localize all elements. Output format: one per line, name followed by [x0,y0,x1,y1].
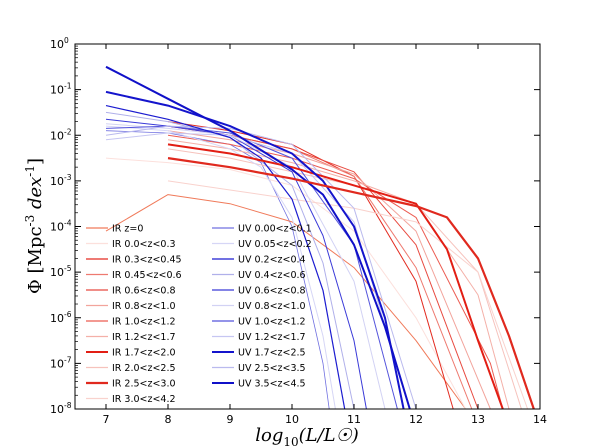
x-tick-label: 8 [165,413,172,426]
legend-label: UV 3.5<z<4.5 [238,379,306,390]
legend-label: UV 1.2<z<1.7 [238,332,306,343]
series-line-20 [105,90,405,410]
y-tick-label: 10-1 [50,82,72,97]
legend-label: UV 1.0<z<1.2 [238,317,306,328]
legend-label: IR 0.8<z<1.0 [112,301,176,312]
legend-label: IR 0.3<z<0.45 [112,255,182,266]
y-axis-label: Φ [Mpc-3 dex-1] [23,158,46,294]
series-line-15 [105,111,355,410]
x-tick-label: 7 [103,413,110,426]
x-tick-label: 12 [409,413,423,426]
y-tick-label: 10-4 [50,219,72,234]
series-line-10 [167,157,535,410]
legend-label: UV 0.05<z<0.2 [238,239,312,250]
x-tick-label: 13 [471,413,485,426]
series-line-8 [167,143,504,410]
series-line-21 [105,125,417,410]
legend-label: IR 2.5<z<3.0 [112,379,176,390]
legend-label: IR 0.0<z<0.3 [112,239,176,250]
legend-label: UV 0.00<z<0.1 [238,224,312,235]
y-tick-label: 10-6 [50,310,72,325]
legend-label: UV 1.7<z<2.5 [238,348,306,359]
y-tick-label: 10-7 [50,355,72,370]
series-line-14 [105,105,346,410]
series-layer [105,65,535,410]
series-line-5 [167,130,491,410]
y-tick-label: 10-2 [50,127,72,142]
series-line-6 [167,134,504,410]
legend-label: UV 0.4<z<0.6 [238,270,306,281]
series-line-13 [105,125,336,410]
legend-label: UV 0.6<z<0.8 [238,286,306,297]
series-line-0 [105,194,467,410]
legend-label: IR 0.6<z<0.8 [112,286,176,297]
legend-label: IR 1.0<z<1.2 [112,317,176,328]
series-line-18 [105,125,398,410]
series-line-9 [167,148,522,410]
x-tick-label: 10 [285,413,299,426]
y-tick-label: 100 [50,36,69,51]
x-tick-label: 14 [533,413,547,426]
legend-label: IR 3.0<z<4.2 [112,394,176,405]
legend-label: IR 1.2<z<1.7 [112,332,176,343]
x-tick-label: 11 [347,413,361,426]
x-axis-label: log10(L/L☉) [255,425,359,447]
y-tick-label: 10-8 [50,401,72,416]
legend-label: IR 2.0<z<2.5 [112,363,176,374]
legend-label: UV 0.8<z<1.0 [238,301,306,312]
x-ticks: 7 8 9 10 11 12 13 14 [103,44,547,426]
legend-label: IR z=0 [112,224,143,235]
legend-label: UV 2.5<z<3.5 [238,363,306,374]
legend-label: UV 0.2<z<0.4 [238,255,306,266]
legend: IR z=0 IR 0.0<z<0.3 IR 0.3<z<0.45 IR 0.45<z… [86,224,312,405]
legend-label: IR 1.7<z<2.0 [112,348,176,359]
series-line-3 [167,125,473,410]
y-ticks: 100 10-1 10-2 10-3 10-4 10-5 10-6 10-7 10-8 [50,36,540,416]
y-tick-label: 10-3 [50,173,72,188]
x-tick-label: 9 [227,413,234,426]
legend-label: IR 0.45<z<0.6 [112,270,182,281]
y-tick-label: 10-5 [50,264,72,279]
